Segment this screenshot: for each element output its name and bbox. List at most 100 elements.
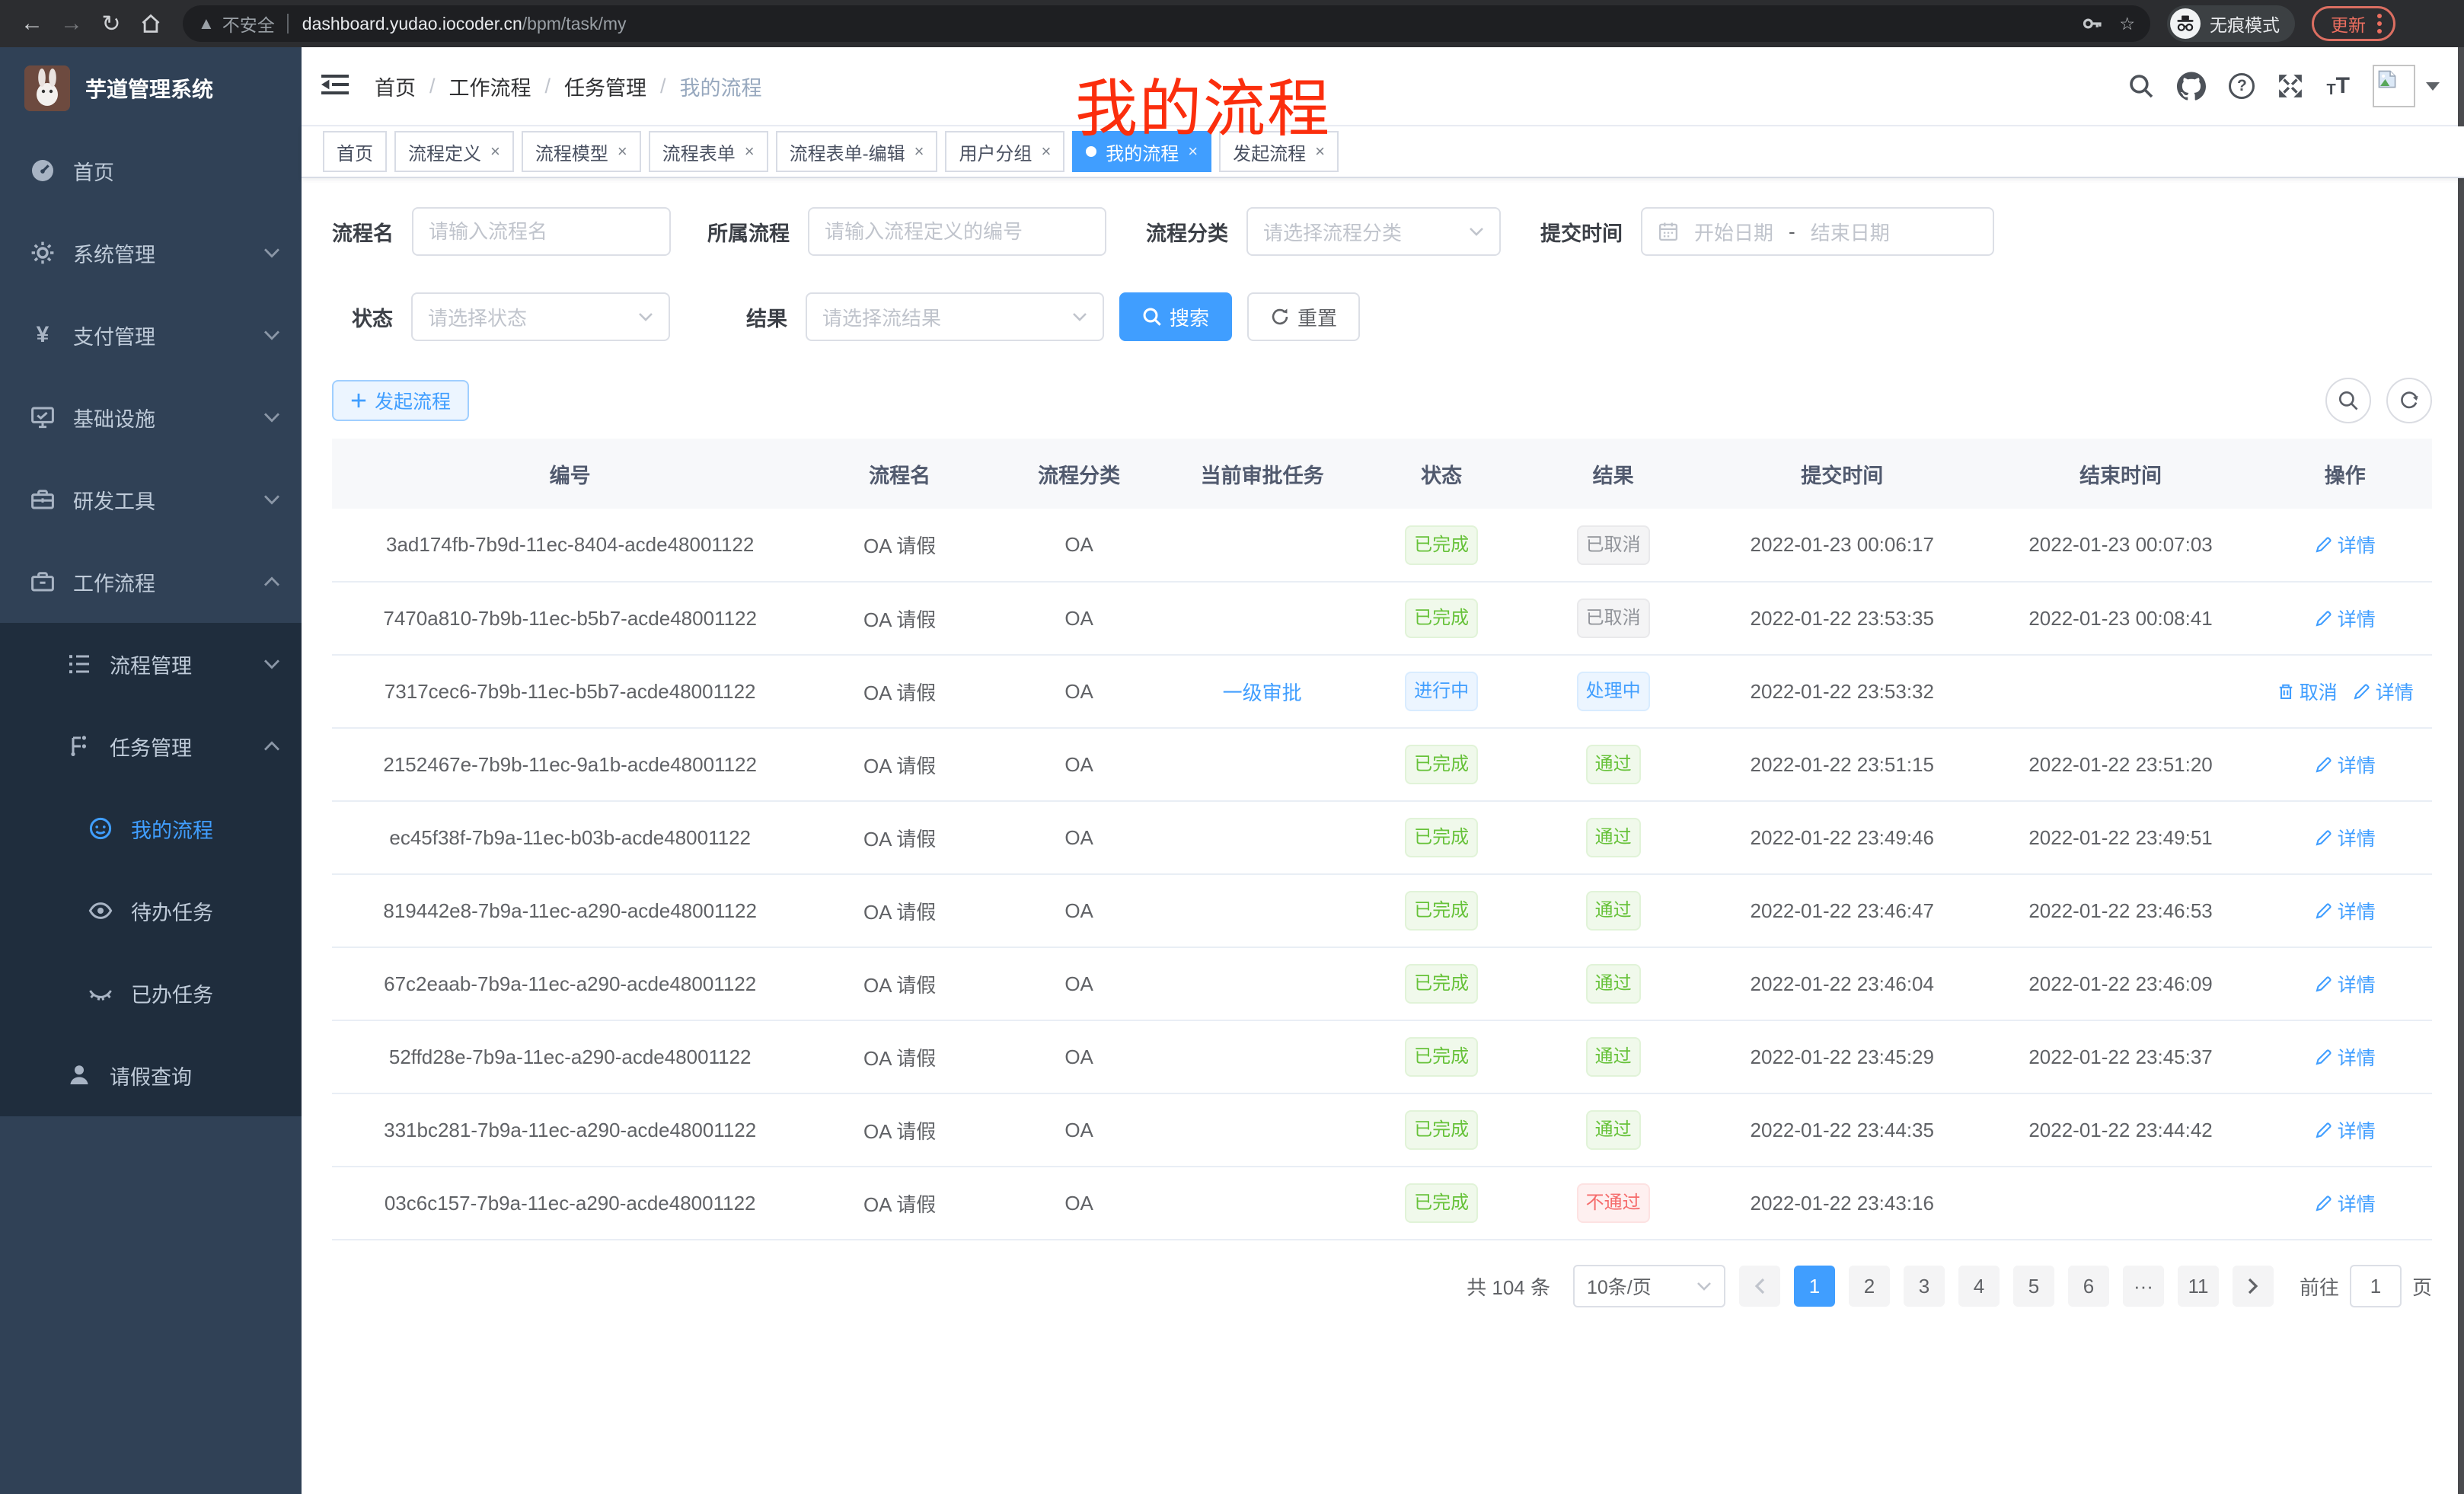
category-select[interactable]: 请选择流程分类 — [1246, 207, 1501, 256]
close-icon[interactable] — [914, 142, 924, 161]
github-icon[interactable] — [2177, 72, 2207, 101]
password-key-icon[interactable] — [2081, 12, 2104, 35]
current-task-link[interactable]: 一级审批 — [1222, 681, 1302, 704]
page-button-6[interactable]: 6 — [2067, 1266, 2109, 1307]
cancel-link[interactable]: 取消 — [2277, 678, 2338, 705]
create-process-button[interactable]: 发起流程 — [332, 380, 470, 421]
sidebar-item-done-tasks[interactable]: 已办任务 — [0, 952, 302, 1034]
back-icon[interactable]: ← — [21, 11, 43, 36]
reset-button[interactable]: 重置 — [1247, 292, 1361, 341]
fullscreen-icon[interactable] — [2277, 73, 2303, 99]
cell-name: OA 请假 — [808, 1020, 991, 1094]
result-badge: 通过 — [1585, 818, 1641, 857]
tab-process-definition[interactable]: 流程定义 — [394, 131, 514, 172]
search-icon[interactable] — [2128, 73, 2154, 99]
status-select[interactable]: 请选择状态 — [411, 292, 670, 341]
result-select[interactable]: 请选择流结果 — [806, 292, 1104, 341]
tab-start-process[interactable]: 发起流程 — [1219, 131, 1339, 172]
avatar[interactable] — [2373, 65, 2415, 107]
home-icon[interactable] — [131, 4, 171, 43]
show-search-button[interactable] — [2325, 378, 2371, 423]
app-logo-row[interactable]: 芋道管理系统 — [0, 47, 302, 129]
url-bar[interactable]: ▲ 不安全 dashboard.yudao.iocoder.cn/bpm/tas… — [183, 5, 2150, 42]
cell-end-time: 2022-01-22 23:49:51 — [1983, 801, 2258, 875]
close-icon[interactable] — [1041, 142, 1051, 161]
close-icon[interactable] — [490, 142, 500, 161]
tab-user-group[interactable]: 用户分组 — [945, 131, 1065, 172]
process-name-input[interactable] — [412, 207, 671, 256]
sidebar-item-payment[interactable]: ¥ 支付管理 — [0, 294, 302, 376]
status-badge: 已完成 — [1405, 818, 1479, 857]
detail-link[interactable]: 详情 — [2315, 1116, 2376, 1144]
scrollbar[interactable] — [2458, 47, 2464, 1494]
sidebar-item-todo-tasks[interactable]: 待办任务 — [0, 870, 302, 952]
submit-time-range[interactable]: 开始日期 - 结束日期 — [1641, 207, 1994, 256]
user-menu[interactable] — [2373, 65, 2440, 107]
reload-icon[interactable]: ↻ — [101, 11, 121, 37]
search-icon — [2338, 391, 2358, 410]
sidebar-item-workflow[interactable]: 工作流程 — [0, 541, 302, 623]
refresh-button[interactable] — [2386, 378, 2432, 423]
detail-link[interactable]: 详情 — [2315, 751, 2376, 778]
bookmark-star-icon[interactable]: ☆ — [2119, 13, 2135, 34]
cell-end-time: 2022-01-22 23:51:20 — [1983, 728, 2258, 802]
process-name-input-field[interactable] — [429, 219, 654, 244]
close-icon[interactable] — [618, 142, 627, 161]
sidebar-item-process-mgmt[interactable]: 流程管理 — [0, 623, 302, 705]
tab-process-model[interactable]: 流程模型 — [521, 131, 641, 172]
detail-link[interactable]: 详情 — [2315, 531, 2376, 558]
filter-status-label: 状态 — [352, 307, 393, 330]
security-label[interactable]: 不安全 — [222, 15, 275, 35]
edit-icon — [2354, 683, 2370, 700]
sidebar-item-leave-query[interactable]: 请假查询 — [0, 1034, 302, 1116]
tab-process-form[interactable]: 流程表单 — [648, 131, 768, 172]
plus-icon — [351, 393, 366, 408]
page-ellipsis[interactable]: ··· — [2122, 1266, 2164, 1307]
detail-link[interactable]: 详情 — [2315, 605, 2376, 632]
breadcrumb-workflow[interactable]: 工作流程 — [448, 76, 531, 100]
chevron-down-icon — [2426, 81, 2440, 91]
detail-link[interactable]: 详情 — [2315, 824, 2376, 851]
page-button-3[interactable]: 3 — [1903, 1266, 1945, 1307]
close-icon[interactable] — [745, 142, 755, 161]
forward-icon[interactable]: → — [60, 11, 83, 36]
sidebar-item-task-mgmt[interactable]: 任务管理 — [0, 705, 302, 787]
status-badge: 已完成 — [1405, 525, 1479, 565]
page-button-4[interactable]: 4 — [1958, 1266, 2000, 1307]
sidebar-item-my-process[interactable]: 我的流程 — [0, 787, 302, 870]
detail-link[interactable]: 详情 — [2315, 897, 2376, 924]
sidebar-item-infra[interactable]: 基础设施 — [0, 376, 302, 458]
detail-link[interactable]: 详情 — [2315, 970, 2376, 998]
tab-home[interactable]: 首页 — [323, 131, 387, 172]
sidebar-item-system[interactable]: 系统管理 — [0, 212, 302, 294]
next-page-button[interactable] — [2232, 1266, 2274, 1307]
detail-link[interactable]: 详情 — [2315, 1189, 2376, 1217]
process-definition-input-field[interactable] — [825, 219, 1090, 244]
sidebar-fold-icon[interactable] — [320, 69, 353, 103]
page-button-5[interactable]: 5 — [2012, 1266, 2054, 1307]
end-date-placeholder[interactable]: 结束日期 — [1810, 221, 1890, 244]
detail-link[interactable]: 详情 — [2353, 678, 2414, 705]
breadcrumb-home[interactable]: 首页 — [375, 76, 416, 100]
cell-submit-time: 2022-01-22 23:46:04 — [1700, 947, 1984, 1021]
sidebar-item-devtools[interactable]: 研发工具 — [0, 458, 302, 541]
page-button-2[interactable]: 2 — [1848, 1266, 1890, 1307]
update-button[interactable]: 更新 — [2312, 6, 2395, 41]
prev-page-button[interactable] — [1738, 1266, 1780, 1307]
page-size-select[interactable]: 10条/页 — [1572, 1265, 1725, 1307]
page-button-11[interactable]: 11 — [2177, 1266, 2219, 1307]
detail-link[interactable]: 详情 — [2315, 1043, 2376, 1071]
goto-page-input[interactable] — [2349, 1265, 2402, 1307]
help-icon[interactable]: ? — [2229, 73, 2255, 99]
tab-my-process[interactable]: 我的流程 — [1072, 131, 1212, 172]
breadcrumb-task-mgmt[interactable]: 任务管理 — [564, 76, 647, 100]
tab-process-form-edit[interactable]: 流程表单-编辑 — [775, 131, 938, 172]
update-label[interactable]: 更新 — [2331, 15, 2366, 35]
chevron-right-icon — [2248, 1278, 2258, 1294]
search-button[interactable]: 搜索 — [1119, 292, 1233, 341]
process-definition-input[interactable] — [808, 207, 1106, 256]
page-button-1[interactable]: 1 — [1793, 1266, 1835, 1307]
sidebar-item-home[interactable]: 首页 — [0, 129, 302, 212]
start-date-placeholder[interactable]: 开始日期 — [1694, 221, 1774, 244]
